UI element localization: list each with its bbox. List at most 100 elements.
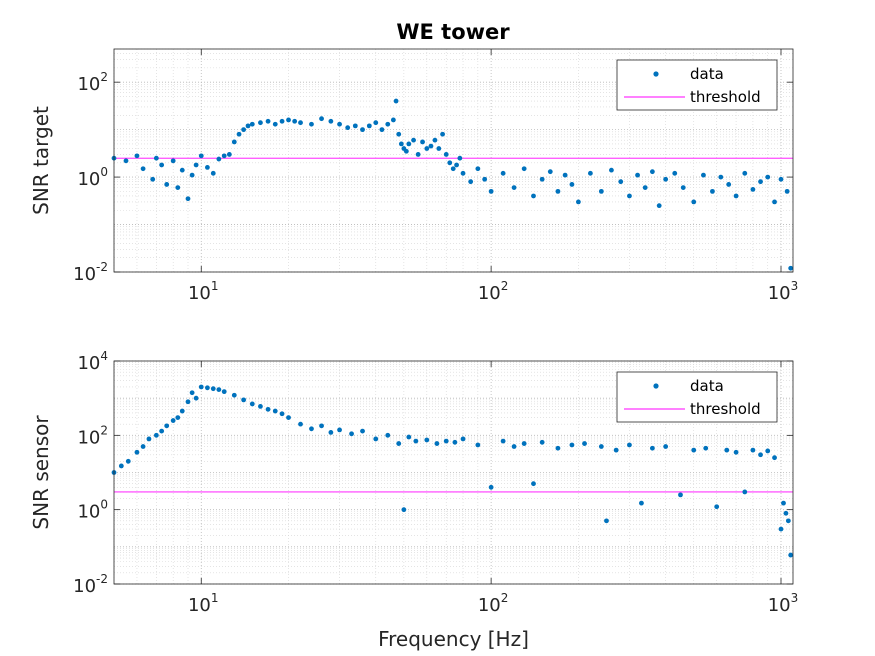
y-tick-label: 104: [77, 349, 108, 374]
data-point: [241, 127, 247, 133]
y-axis-label: SNR target: [29, 106, 53, 215]
data-point: [555, 188, 561, 194]
data-point: [436, 146, 442, 151]
data-point: [146, 436, 152, 442]
data-point: [440, 131, 445, 137]
data-point: [150, 176, 156, 182]
data-point: [319, 423, 324, 429]
data-point: [733, 193, 739, 199]
data-point: [569, 442, 575, 448]
data-point: [714, 504, 720, 510]
data-point: [649, 169, 655, 175]
x-tick-label: 103: [768, 279, 799, 304]
axes-frame: [113, 360, 794, 585]
data-point: [258, 120, 263, 126]
data-point: [328, 118, 334, 124]
data-point: [733, 449, 739, 455]
data-point: [406, 141, 412, 147]
data-point: [159, 162, 165, 168]
data-point: [164, 182, 170, 187]
data-point: [635, 172, 640, 178]
data-point: [468, 179, 474, 185]
data-point: [701, 172, 706, 178]
data-point: [258, 404, 263, 409]
y-tick-label: 10-2: [73, 572, 108, 597]
data-point: [750, 447, 756, 453]
data-point: [663, 444, 669, 449]
data-point: [783, 510, 789, 516]
data-point: [460, 170, 466, 176]
y-axis-label: SNR sensor: [29, 415, 53, 530]
data-point: [193, 395, 199, 401]
data-point: [742, 170, 748, 176]
data-point: [785, 518, 791, 524]
top-axes: 101 102 103 10-2 100 102 SNR target data thresho…: [29, 48, 799, 304]
data-point: [279, 118, 285, 124]
data-point: [185, 399, 191, 405]
data-point: [718, 174, 724, 180]
data-point: [724, 447, 730, 453]
data-point: [460, 436, 466, 442]
data-point: [447, 160, 453, 166]
data-point: [134, 449, 140, 455]
data-point: [511, 444, 517, 449]
data-point: [175, 185, 181, 191]
data-point: [153, 432, 159, 438]
data-point: [531, 193, 536, 199]
data-point: [575, 199, 581, 205]
data-point: [309, 121, 314, 127]
data-point: [236, 131, 242, 137]
data-point: [642, 185, 648, 191]
data-point: [175, 415, 181, 420]
data-point: [627, 193, 632, 199]
data-point: [691, 447, 697, 453]
data-point: [159, 428, 165, 434]
data-point: [531, 481, 536, 487]
data-point: [210, 386, 216, 392]
data-point: [772, 199, 777, 205]
data-point: [198, 384, 204, 390]
data-point: [118, 463, 124, 469]
data-point: [569, 182, 575, 187]
data-point: [432, 137, 438, 143]
data-point: [298, 421, 303, 427]
data-point: [428, 143, 434, 149]
data-point: [164, 423, 170, 429]
data-point: [443, 152, 449, 157]
data-point: [193, 162, 199, 168]
data-point: [613, 447, 619, 453]
data-point: [420, 139, 425, 145]
data-point: [758, 452, 763, 458]
data-point: [286, 415, 291, 420]
data-point: [265, 406, 271, 412]
data-point: [434, 441, 440, 446]
data-point: [691, 199, 697, 205]
legend-label-threshold: threshold: [690, 88, 761, 106]
data-point: [488, 484, 494, 490]
data-point: [742, 489, 748, 495]
data-point: [539, 176, 545, 182]
data-point: [415, 152, 421, 157]
data-point: [185, 196, 191, 202]
data-point: [360, 127, 365, 133]
y-tick-label: 100: [77, 165, 108, 190]
data-point: [241, 397, 247, 403]
data-point: [134, 153, 140, 159]
data-point: [765, 448, 771, 454]
data-point: [189, 390, 195, 396]
legend-marker-data: [653, 383, 659, 389]
data-point: [349, 431, 354, 437]
data-point: [788, 552, 794, 558]
data-point: [198, 153, 204, 159]
x-tick-label: 102: [478, 279, 509, 304]
data-point: [649, 445, 655, 451]
data-point: [396, 131, 402, 137]
data-point: [511, 185, 517, 191]
x-tick-label: 101: [188, 591, 219, 616]
data-point: [403, 148, 409, 154]
data-point: [475, 442, 481, 448]
x-axis-label: Frequency [Hz]: [378, 627, 529, 651]
data-point: [678, 492, 683, 498]
x-tick-label: 103: [768, 591, 799, 616]
data-point: [562, 172, 568, 178]
